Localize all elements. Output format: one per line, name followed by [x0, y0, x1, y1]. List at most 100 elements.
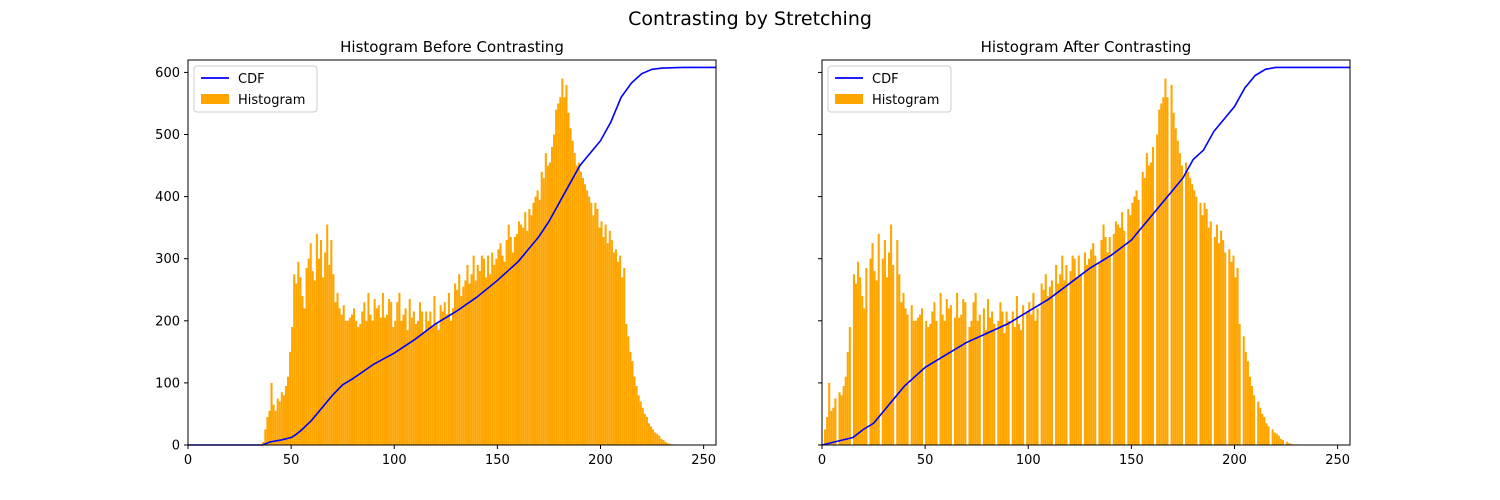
histogram-bar	[590, 202, 593, 445]
histogram-bar	[1079, 274, 1082, 445]
legend-histogram-label: Histogram	[238, 93, 305, 108]
histogram-bar	[896, 240, 899, 445]
histogram-bar	[631, 361, 634, 445]
histogram-bar	[303, 308, 306, 445]
histogram-bar	[645, 417, 648, 445]
histogram-bar	[1246, 361, 1249, 445]
histogram-bar	[412, 311, 415, 445]
histogram-bar	[1220, 230, 1223, 445]
histogram-bar	[600, 221, 603, 445]
histogram-bar	[621, 277, 624, 445]
histogram-bar	[262, 441, 265, 445]
histogram-bar	[392, 327, 395, 445]
histogram-bar	[846, 351, 849, 445]
histogram-bar	[1277, 435, 1280, 445]
histogram-bar	[439, 305, 442, 445]
histogram-bar	[1137, 199, 1140, 445]
histogram-bar	[404, 308, 407, 445]
histogram-bar	[532, 202, 535, 445]
histogram-bar	[635, 386, 638, 445]
histogram-bar	[855, 283, 858, 445]
histogram-bar	[658, 435, 661, 445]
histogram-bar	[1185, 162, 1188, 445]
histogram-bar	[495, 258, 498, 445]
histogram-bar	[505, 240, 508, 445]
histogram-bar	[575, 165, 578, 445]
histogram-bar	[272, 404, 275, 445]
histogram-bar	[464, 280, 467, 445]
chart-before: Histogram Before Contrasting 0 50 100 150 200…	[155, 38, 717, 468]
histogram-bar	[371, 320, 374, 445]
histogram-bar	[416, 320, 419, 445]
histogram-bar	[997, 320, 1000, 445]
histogram-bar	[1071, 255, 1074, 445]
histogram-bar	[340, 314, 343, 445]
histogram-bar	[978, 314, 981, 445]
histogram-bar	[1271, 429, 1274, 445]
histogram-bar	[859, 277, 862, 445]
histogram-bar	[1112, 233, 1115, 445]
histogram-bar	[474, 280, 477, 445]
histogram-bar	[406, 330, 409, 445]
histogram-bar	[1160, 103, 1163, 445]
histogram-bar	[1106, 252, 1109, 445]
histogram-bar	[1094, 255, 1097, 445]
histogram-bar	[1013, 327, 1016, 445]
histogram-bar	[289, 351, 292, 445]
histogram-bar	[379, 317, 382, 445]
histogram-bar	[1236, 268, 1239, 445]
histogram-bar	[1086, 264, 1089, 445]
histogram-bar	[282, 395, 285, 445]
histogram-bar	[871, 243, 874, 445]
histogram-bar	[478, 271, 481, 445]
histogram-bar	[666, 443, 669, 445]
histogram-bar	[1003, 333, 1006, 445]
y-tick-label: 400	[155, 190, 180, 205]
chart-title: Histogram After Contrasting	[981, 38, 1192, 56]
histogram-bar	[400, 320, 403, 445]
histogram-bar	[617, 261, 620, 445]
y-tick-label: 0	[172, 439, 180, 454]
histogram-bar	[912, 320, 915, 445]
histogram-bar	[1207, 227, 1210, 445]
histogram-bar	[598, 227, 601, 445]
histogram-bar	[507, 224, 510, 445]
histogram-bar	[984, 330, 987, 445]
histogram-bar	[1090, 249, 1093, 445]
histogram-bar	[322, 277, 325, 445]
histogram-bar	[1199, 202, 1202, 445]
histogram-bar	[1213, 236, 1216, 445]
histogram-bar	[536, 190, 539, 445]
histogram-bar	[1180, 165, 1183, 445]
histogram-bar	[1133, 196, 1136, 445]
histogram-bar	[373, 299, 376, 445]
histogram-bar	[313, 280, 316, 445]
histogram-bar	[577, 162, 580, 445]
histogram-bar	[489, 274, 492, 445]
histogram-bar	[334, 302, 337, 445]
histogram-bar	[299, 277, 302, 445]
histogram-bar	[509, 236, 512, 445]
legend-histogram-swatch	[201, 94, 229, 104]
histogram-bar	[1251, 386, 1254, 445]
histogram-bar	[604, 224, 607, 445]
histogram-bar	[287, 376, 290, 445]
histogram-bar	[1230, 261, 1233, 445]
histogram-bar	[1135, 190, 1138, 445]
histogram-bar	[1244, 351, 1247, 445]
legend-cdf-label: CDF	[872, 72, 899, 87]
histogram-bar	[445, 314, 448, 445]
histogram-bar	[1218, 243, 1221, 445]
histogram-bar	[1263, 417, 1266, 445]
histogram-bar	[353, 308, 356, 445]
histogram-bar	[625, 323, 628, 445]
histogram-bar	[927, 327, 930, 445]
histogram-bar	[441, 311, 444, 445]
histogram-bar	[388, 299, 391, 445]
histogram-bar	[890, 224, 893, 445]
histogram-bar	[1005, 311, 1008, 445]
histogram-bar	[1187, 171, 1190, 445]
histogram-bar	[962, 299, 965, 445]
y-tick-label: 100	[155, 376, 180, 391]
histogram-bar	[1164, 78, 1167, 445]
